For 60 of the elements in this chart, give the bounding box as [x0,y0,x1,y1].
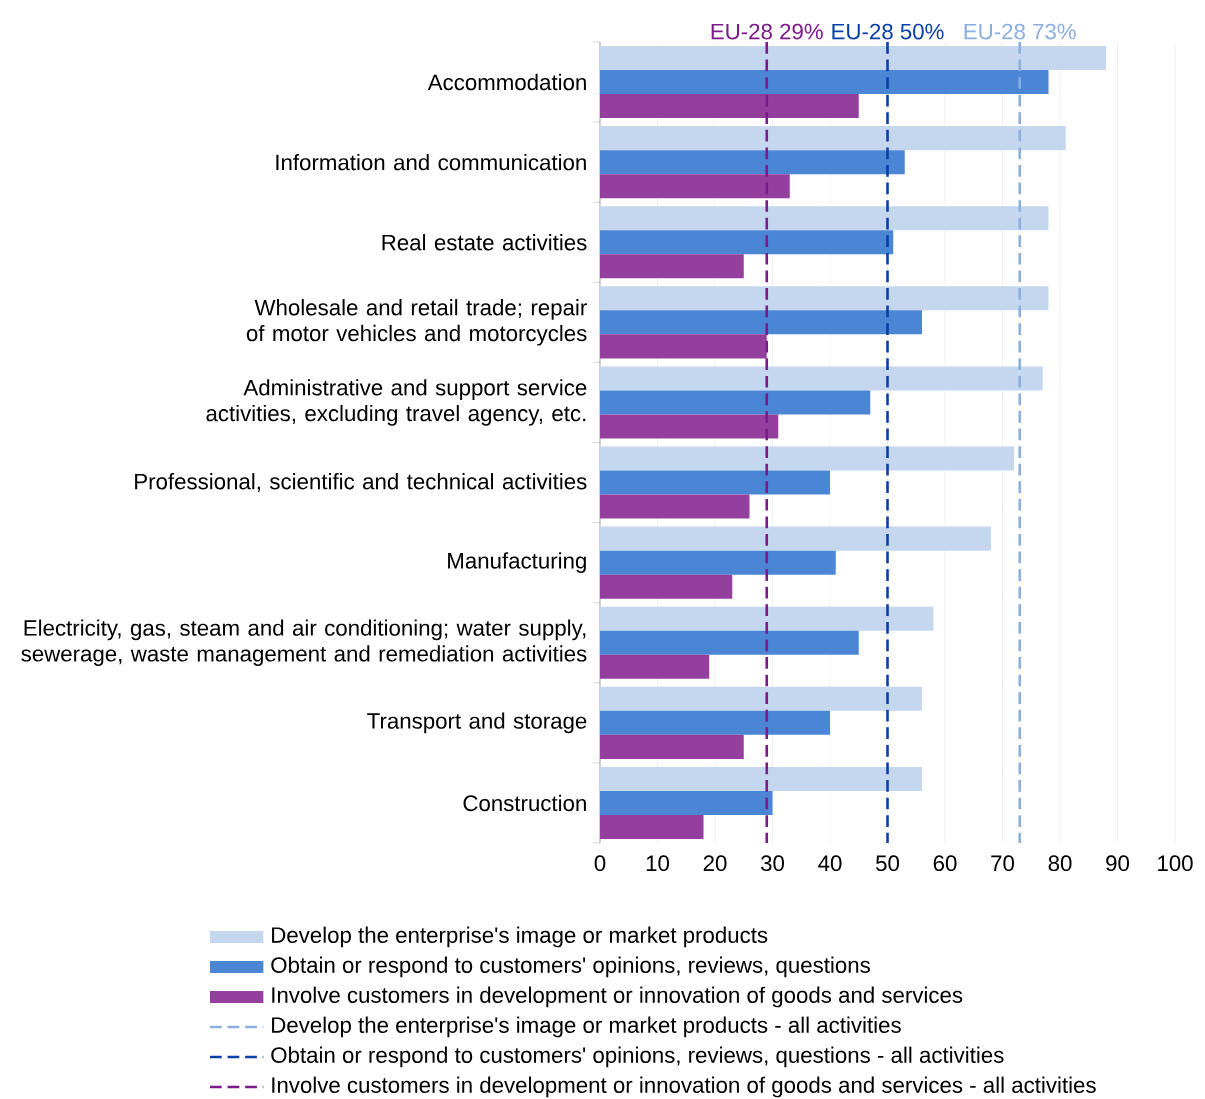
bar [600,206,1049,231]
bar [600,734,744,759]
bar [600,494,750,519]
x-tick-label: 50 [876,855,900,872]
bar [600,366,1043,391]
bar [600,334,767,359]
bar [600,310,923,335]
y-tick-label: Real estate activities [382,234,587,251]
bar [600,286,1049,311]
bar [600,94,859,119]
bar [600,814,704,839]
text: Obtain or respond to customers' opinions, reviews, questions - all activities [271,1046,1004,1068]
x-tick-label: 60 [933,855,957,872]
x-tick-label: 40 [818,855,842,872]
bar [600,710,830,735]
y-tick-label: Electricity, gas, steam and air conditioning; water supply, sewerage, waste management and remediation activities [21,619,587,667]
x-tick-label: 80 [1048,855,1072,872]
x-tick-label: 90 [1106,855,1130,872]
bar [600,686,923,711]
bar [600,766,923,791]
bar [600,574,733,599]
y-tick-label: Administrative and support service activities, excluding travel agency, etc. [206,379,587,426]
y-tick-label: Wholesale and retail trade; repair of motor vehicles and motorcycles [246,299,587,346]
bar [600,550,836,575]
y-tick-label: Construction [463,794,586,812]
bar [600,150,905,175]
bar [600,414,779,439]
text: Involve customers in development or innovation of goods and services - all activities [272,1076,1096,1098]
bar [600,470,830,495]
bar [600,230,894,255]
ref-line-label: EU-28 73% [964,23,1076,40]
bar [600,630,859,655]
x-tick-label: 70 [991,855,1015,872]
bar [600,526,992,551]
y-tick-label: Professional, scientific and technical activities [135,473,587,493]
bar [600,174,790,199]
y-tick-label: Transport and storage [367,712,587,734]
legend-label: Involve customers in development or innovation of goods and services [272,986,963,1008]
bar [600,254,744,279]
x-tick-label: 20 [703,855,727,872]
bar [600,790,773,815]
y-tick-label: Accommodation [427,73,586,91]
x-tick-label: 100 [1158,855,1193,872]
bar [600,46,1107,71]
x-tick-label: 30 [760,855,784,872]
legend-label: Develop the enterprise's image or market products [272,926,768,948]
bar [600,606,934,631]
ref-line-label: EU-28 50% [832,23,944,40]
text: Develop the enterprise's image or market products - all activities [272,1016,901,1038]
y-tick-label: Information and communication [276,153,586,171]
ref-line-label: EU-28 29% [711,23,823,40]
bar [600,390,871,415]
y-tick-label: Manufacturing [448,552,586,574]
bar [600,126,1066,151]
bar [600,654,710,679]
bar [600,70,1049,95]
x-tick-label: 10 [646,855,669,872]
bar [600,446,1015,471]
legend-label: Obtain or respond to customers' opinions, reviews, questions [271,956,870,978]
x-tick-label: 0 [594,855,606,872]
